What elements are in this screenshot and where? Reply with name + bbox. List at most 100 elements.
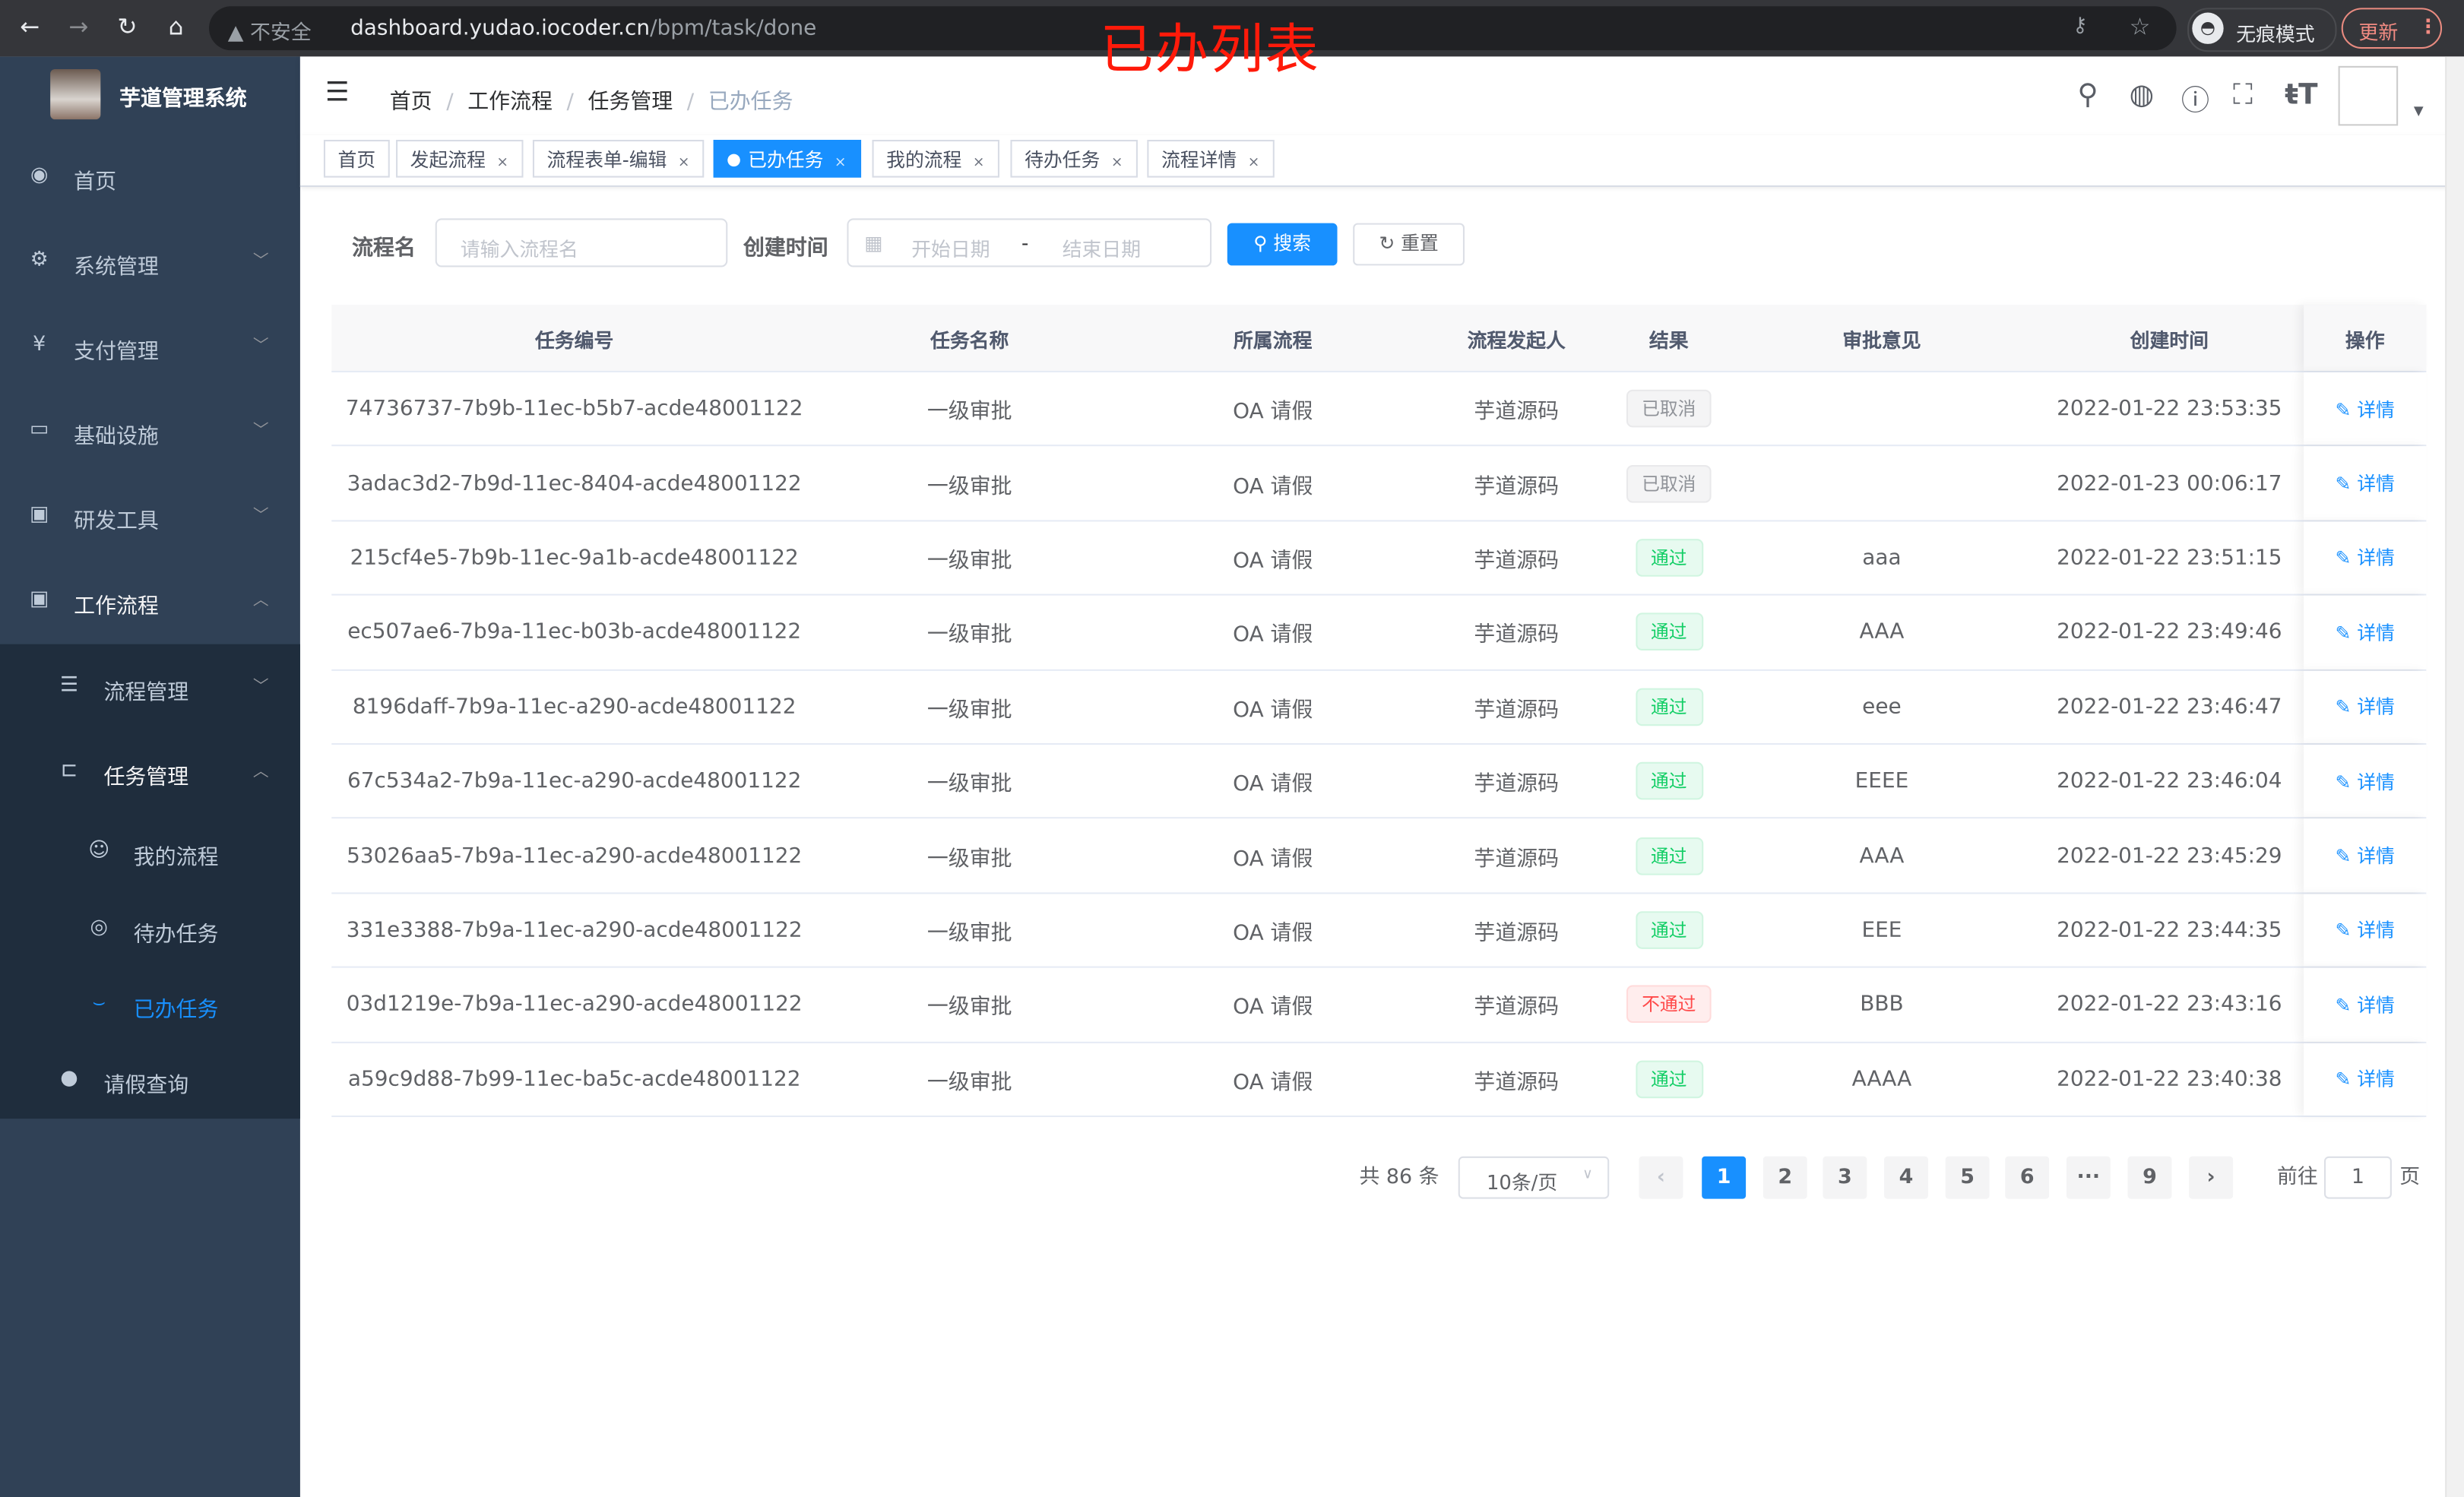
detail-label: 详情 — [2357, 696, 2395, 719]
insecure-label: 不安全 — [250, 21, 312, 46]
detail-button[interactable]: ✎ 详情 — [2336, 395, 2395, 422]
comment-cell: AAAA — [1851, 1066, 1912, 1092]
url-text[interactable]: dashboard.yudao.iocoder.cn/bpm/task/done — [350, 16, 816, 41]
back-icon[interactable]: ← — [20, 12, 40, 41]
detail-button[interactable]: ✎ 详情 — [2336, 916, 2395, 943]
sidebar-item-system[interactable]: ⚙ 系统管理 ﹀ — [0, 231, 300, 294]
sidebar-item-label: 任务管理 — [103, 764, 189, 791]
close-icon[interactable]: × — [1110, 155, 1123, 172]
detail-button[interactable]: ✎ 详情 — [2336, 991, 2395, 1018]
start-date-input[interactable]: 开始日期 — [911, 237, 990, 261]
page-scrollbar[interactable] — [2445, 56, 2464, 1497]
close-icon[interactable]: × — [677, 155, 690, 172]
font-size-icon[interactable]: ŧT — [2285, 78, 2318, 112]
breadcrumb-item[interactable]: 工作流程 — [467, 89, 553, 115]
reload-icon[interactable]: ↻ — [117, 12, 138, 41]
breadcrumb-item[interactable]: 任务管理 — [587, 89, 673, 115]
caret-down-icon[interactable]: ▼ — [2413, 103, 2424, 119]
process-name-input[interactable]: 请输入流程名 — [435, 218, 728, 267]
breadcrumb-item[interactable]: 首页 — [389, 89, 432, 115]
page-4[interactable]: 4 — [1884, 1156, 1928, 1199]
hamburger-icon[interactable]: ☰ — [325, 77, 350, 109]
process-name-label: 流程名 — [352, 236, 416, 261]
create-time-cell: 2022-01-23 00:06:17 — [2057, 470, 2282, 496]
page-size-select[interactable]: 10条/页 ∨ — [1458, 1156, 1610, 1199]
page-9[interactable]: 9 — [2127, 1156, 2172, 1199]
process-name-cell: OA 请假 — [1233, 548, 1313, 574]
search-button[interactable]: ⚲ 搜索 — [1227, 223, 1338, 266]
sidebar-item-my-process[interactable]: ☺ 我的流程 — [0, 821, 300, 885]
incognito-button[interactable]: ◓ 无痕模式 — [2187, 8, 2337, 52]
page-2[interactable]: 2 — [1762, 1156, 1807, 1199]
update-button[interactable]: 更新 ⋮ — [2341, 8, 2443, 49]
date-range-picker[interactable]: ▦ 开始日期 - 结束日期 — [847, 218, 1212, 267]
sidebar-item-pay[interactable]: ¥ 支付管理 ﹀ — [0, 316, 300, 379]
home-icon[interactable]: ⌂ — [168, 12, 184, 41]
sidebar-item-infra[interactable]: ▭ 基础设施 ﹀ — [0, 400, 300, 464]
sidebar-item-todo[interactable]: ◎ 待办任务 — [0, 899, 300, 962]
page-3[interactable]: 3 — [1823, 1156, 1867, 1199]
sidebar-item-process-manage[interactable]: ☰ 流程管理 ﹀ — [0, 657, 300, 720]
task-name-cell: 一级审批 — [926, 548, 1012, 574]
result-badge: 通过 — [1635, 539, 1703, 577]
tag-start-process[interactable]: 发起流程 × — [396, 140, 523, 178]
comment-cell: aaa — [1862, 545, 1902, 571]
tag-process-detail[interactable]: 流程详情 × — [1147, 140, 1274, 178]
detail-button[interactable]: ✎ 详情 — [2336, 767, 2395, 794]
task-name-cell: 一级审批 — [926, 622, 1012, 648]
star-icon[interactable]: ☆ — [2129, 12, 2151, 41]
goto-page-input[interactable]: 1 — [2323, 1156, 2392, 1199]
chevron-down-icon: ﹀ — [252, 507, 269, 525]
detail-button[interactable]: ✎ 详情 — [2336, 619, 2395, 645]
detail-button[interactable]: ✎ 详情 — [2336, 842, 2395, 869]
result-badge: 通过 — [1635, 837, 1703, 875]
process-name-cell: OA 请假 — [1233, 1069, 1313, 1095]
action-cell: ✎ 详情 — [2304, 893, 2427, 967]
starter-cell: 芋道源码 — [1474, 771, 1560, 797]
reset-button[interactable]: ↻ 重置 — [1353, 223, 1465, 266]
page-ellipsis[interactable]: ··· — [2066, 1156, 2111, 1199]
next-page-button[interactable]: › — [2189, 1156, 2234, 1199]
sidebar-item-home[interactable]: ◉ 首页 — [0, 146, 300, 209]
help-icon[interactable]: ⓘ — [2181, 84, 2210, 119]
detail-button[interactable]: ✎ 详情 — [2336, 470, 2395, 496]
detail-button[interactable]: ✎ 详情 — [2336, 1065, 2395, 1092]
github-icon[interactable]: ◍ — [2129, 78, 2155, 112]
tag-home[interactable]: 首页 — [323, 140, 390, 178]
close-icon[interactable]: × — [1247, 155, 1260, 172]
action-cell: ✎ 详情 — [2304, 967, 2427, 1041]
page-5[interactable]: 5 — [1945, 1156, 1990, 1199]
sidebar-item-workflow[interactable]: ▣ 工作流程 ︿ — [0, 571, 300, 634]
tag-form-edit[interactable]: 流程表单-编辑 × — [532, 140, 705, 178]
sidebar-item-tools[interactable]: ▣ 研发工具 ﹀ — [0, 486, 300, 549]
action-cell: ✎ 详情 — [2304, 521, 2427, 594]
table-row: 215cf4e5-7b9b-11ec-9a1b-acde48001122 一级审批… — [331, 521, 2427, 596]
sidebar-item-task-manage[interactable]: ⊏ 任务管理 ︿ — [0, 742, 300, 805]
prev-page-button[interactable]: ‹ — [1639, 1156, 1683, 1199]
detail-label: 详情 — [2357, 547, 2395, 570]
create-time-cell: 2022-01-22 23:40:38 — [2057, 1066, 2282, 1092]
close-icon[interactable]: × — [496, 155, 508, 172]
address-bar[interactable]: ▲ 不安全 dashboard.yudao.iocoder.cn/bpm/tas… — [208, 6, 2177, 51]
avatar[interactable] — [2338, 65, 2399, 126]
forward-icon[interactable]: → — [68, 12, 89, 41]
tag-todo[interactable]: 待办任务 × — [1010, 140, 1138, 178]
task-id-cell: 03d1219e-7b9a-11ec-a290-acde48001122 — [346, 992, 803, 1018]
search-icon[interactable]: ⚲ — [2077, 78, 2098, 112]
more-icon[interactable]: ⋮ — [2418, 14, 2438, 38]
sidebar-item-leave[interactable]: ● 请假查询 — [0, 1049, 300, 1112]
close-icon[interactable]: × — [972, 155, 985, 172]
insecure-indicator[interactable]: ▲ 不安全 — [227, 21, 312, 46]
tag-my-process[interactable]: 我的流程 × — [872, 140, 999, 178]
sidebar-item-done[interactable]: ⌣ 已办任务 — [0, 974, 300, 1037]
tag-done-tasks[interactable]: 已办任务 × — [713, 140, 861, 178]
detail-button[interactable]: ✎ 详情 — [2336, 544, 2395, 571]
end-date-input[interactable]: 结束日期 — [1062, 237, 1142, 261]
fullscreen-icon[interactable]: ⛶ — [2233, 78, 2253, 112]
page-6[interactable]: 6 — [2005, 1156, 2050, 1199]
detail-button[interactable]: ✎ 详情 — [2336, 693, 2395, 720]
page-1[interactable]: 1 — [1702, 1156, 1747, 1199]
key-icon[interactable]: ⚷ — [2073, 14, 2088, 38]
close-icon[interactable]: × — [834, 155, 847, 172]
process-name-cell: OA 请假 — [1233, 920, 1313, 946]
